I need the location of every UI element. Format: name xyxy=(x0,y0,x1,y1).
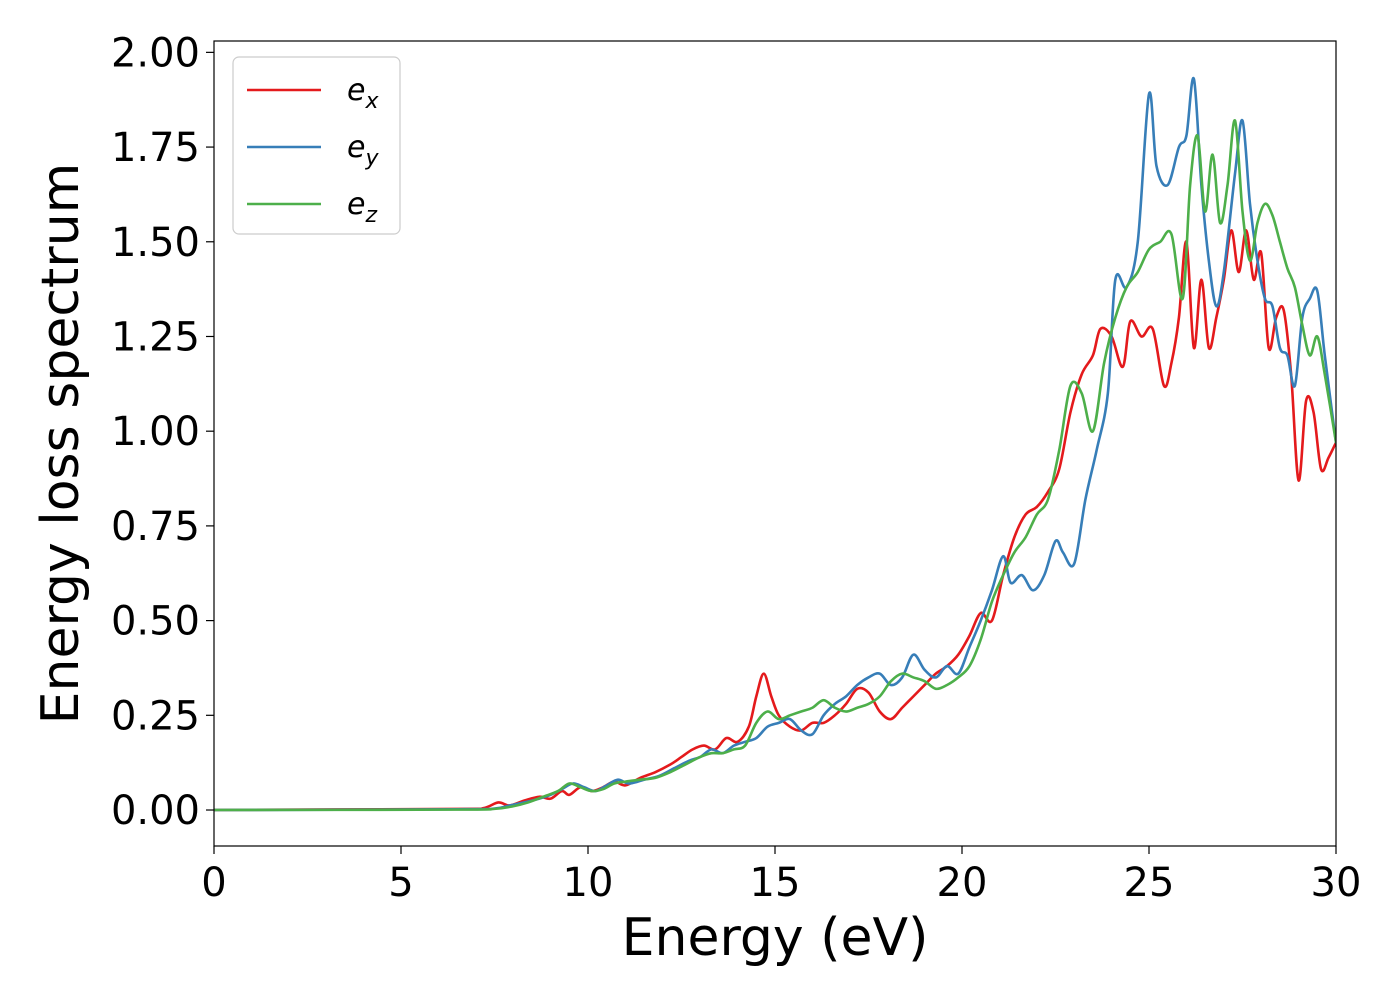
y-axis-ticks: 0.00 0.25 0.50 0.75 1.00 1.25 1.50 1.75 2.00 xyxy=(111,30,214,834)
series-layer xyxy=(214,76,1336,812)
y-tick-label: 0.00 xyxy=(111,788,200,834)
y-tick-label: 2.00 xyxy=(111,30,200,76)
x-axis-ticks: 0 5 10 15 20 25 30 xyxy=(201,846,1361,906)
legend-label-x: ex xyxy=(347,73,379,114)
x-tick-label: 25 xyxy=(1124,860,1175,906)
y-tick-label: 0.75 xyxy=(111,504,200,550)
x-axis-label: Energy (eV) xyxy=(622,908,929,968)
y-axis-label: Energy loss spectrum xyxy=(31,163,91,725)
x-tick-label: 15 xyxy=(750,860,801,906)
y-tick-label: 1.00 xyxy=(111,409,200,455)
x-tick-label: 0 xyxy=(201,860,226,906)
series-line-x xyxy=(214,229,1336,812)
series-line-y xyxy=(214,76,1336,812)
y-tick-label: 0.50 xyxy=(111,599,200,645)
y-tick-label: 0.25 xyxy=(111,693,200,739)
x-tick-label: 5 xyxy=(388,860,413,906)
x-tick-label: 10 xyxy=(563,860,614,906)
y-tick-label: 1.25 xyxy=(111,314,200,360)
x-tick-label: 20 xyxy=(937,860,988,906)
y-tick-label: 1.50 xyxy=(111,220,200,266)
legend-box xyxy=(232,56,401,235)
series-line-z xyxy=(214,119,1336,812)
legend-label-z: ez xyxy=(347,187,377,228)
x-tick-label: 30 xyxy=(1311,860,1362,906)
y-tick-label: 1.75 xyxy=(111,125,200,171)
legend-label-y: ey xyxy=(347,130,379,171)
legend: ex ey ez xyxy=(232,56,401,235)
